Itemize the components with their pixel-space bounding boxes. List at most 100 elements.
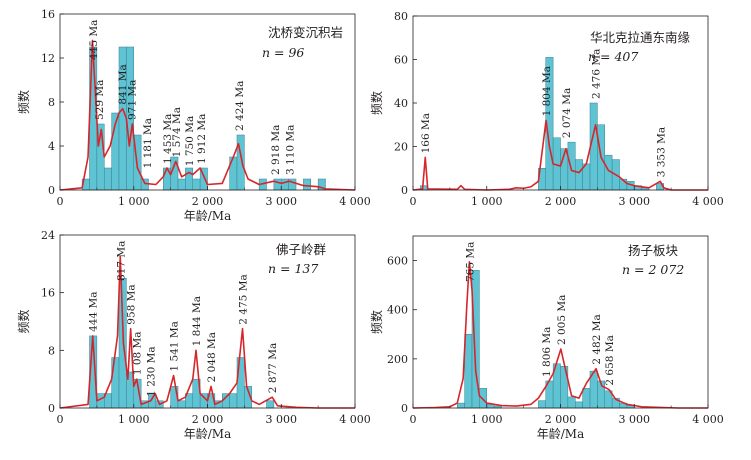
y-tick-label: 400 (387, 304, 408, 317)
y-axis-title: 频数 (16, 309, 31, 333)
histogram-bar (575, 401, 583, 409)
y-axis-title: 频数 (369, 91, 384, 115)
histogram-bar (177, 400, 186, 409)
y-tick-label: 16 (41, 287, 55, 300)
y-tick-label: 8 (48, 344, 55, 357)
sample-count: n = 407 (588, 49, 638, 64)
y-axis-title: 频数 (16, 90, 31, 114)
sample-count: n = 96 (262, 45, 304, 60)
y-tick-label: 24 (41, 229, 55, 242)
peak-age-label: 444 Ma (88, 292, 100, 332)
y-tick-label: 200 (387, 353, 408, 366)
panel-title: 扬子板块 (628, 243, 679, 258)
histogram-bar (140, 178, 149, 191)
peak-age-label: 2 658 Ma (604, 335, 616, 385)
y-tick-label: 60 (394, 54, 408, 67)
peak-age-label: 817 Ma (115, 241, 127, 281)
x-tick-label: 4 000 (692, 195, 724, 208)
y-tick-label: 4 (48, 140, 55, 153)
x-tick-label: 3 000 (266, 195, 298, 208)
peak-age-label: 2 918 Ma (270, 125, 282, 175)
y-tick-label: 0 (401, 402, 408, 415)
panel-2: 0 1 000 2 000 3 000 4 000 0 20 40 60 80 频数 华北克拉通东南缘… (369, 10, 724, 208)
panel-title: 沈桥变沉积岩 (268, 25, 343, 40)
peak-age-label: 2 005 Ma (556, 295, 568, 345)
panel-3: 0 1 000 2 000 3 000 4 000 0 8 16 24 年龄/Ma 频数 佛子岭群 n … (16, 229, 371, 441)
histogram-bar (177, 178, 186, 191)
y-axis-title: 频数 (369, 310, 384, 334)
x-tick-label: 4 000 (339, 195, 371, 208)
x-tick-label: 3 000 (619, 195, 651, 208)
histogram-bar (273, 178, 282, 191)
density-curve (59, 255, 355, 409)
peak-age-label: 1 806 Ma (541, 327, 553, 377)
panel-4: 0 1 000 2 000 3 000 4 000 0 200 400 600 年龄/Ma 频数 扬子… (369, 235, 724, 441)
peak-age-label: 2 424 Ma (234, 81, 246, 131)
y-tick-label: 600 (387, 255, 408, 268)
peak-age-label: 1 230 Ma (146, 346, 158, 396)
y-tick-label: 40 (394, 97, 408, 110)
peak-age-label: 1 574 Ma (171, 107, 183, 157)
peak-age-label: 841 Ma (117, 64, 129, 104)
peak-age-label: 2 482 Ma (591, 314, 603, 364)
density-curve (59, 39, 356, 191)
histogram-bar (479, 388, 488, 409)
peak-age-label: 971 Ma (127, 80, 139, 120)
histogram-bar (229, 393, 238, 409)
x-tick-label: 0 (57, 413, 64, 426)
histogram (81, 46, 326, 191)
histogram-bar (464, 334, 473, 409)
peak-age-label: 2 877 Ma (267, 343, 279, 393)
histogram-bar (192, 178, 201, 191)
peak-age-label: 445 Ma (88, 20, 100, 60)
peak-age-label: 1 453 Ma (162, 114, 174, 164)
y-tick-label: 16 (41, 8, 55, 21)
density-curve (412, 261, 708, 409)
x-tick-label: 1 000 (118, 413, 150, 426)
histogram-bar (538, 400, 547, 409)
x-tick-label: 0 (410, 195, 417, 208)
peak-age-label: 1 08 Ma (132, 331, 144, 375)
density-curve (412, 119, 708, 191)
peak-age-label: 529 Ma (94, 80, 106, 120)
x-tick-label: 2 000 (192, 195, 224, 208)
histogram-bar (457, 402, 465, 409)
peak-age-label: 765 Ma (464, 242, 476, 282)
histogram-bar (567, 141, 576, 191)
peak-age-label: 1 844 Ma (191, 296, 203, 346)
histogram-bar (281, 178, 289, 191)
peak-age-label: 1 912 Ma (196, 114, 208, 164)
histogram-bar (567, 396, 576, 409)
x-tick-label: 4 000 (692, 413, 724, 426)
histogram-bar (185, 167, 194, 191)
peak-age-label: 3 110 Ma (284, 125, 296, 175)
x-axis-title: 年龄/Ma (537, 427, 585, 441)
histogram-bar (111, 357, 120, 409)
peak-age-label: 958 Ma (126, 284, 138, 324)
y-tick-label: 0 (48, 184, 55, 197)
y-tick-label: 80 (394, 10, 408, 23)
histogram-bar (266, 400, 275, 409)
x-axis-title: 年龄/Ma (184, 209, 232, 223)
x-tick-label: 2 000 (545, 413, 577, 426)
x-tick-label: 1 000 (471, 413, 503, 426)
panel-title: 佛子岭群 (276, 242, 327, 257)
panel-title: 华北克拉通东南缘 (590, 30, 691, 45)
peak-age-label: 2 048 Ma (206, 332, 218, 382)
histogram-bar (575, 159, 583, 191)
x-tick-label: 0 (410, 413, 417, 426)
x-tick-label: 2 000 (192, 413, 224, 426)
peak-age-label: 2 475 Ma (238, 274, 250, 324)
y-tick-label: 0 (48, 402, 55, 415)
x-tick-label: 2 000 (545, 195, 577, 208)
histogram-bar (104, 167, 112, 191)
y-tick-label: 8 (48, 96, 55, 109)
x-tick-label: 3 000 (619, 413, 651, 426)
x-tick-label: 3 000 (266, 413, 298, 426)
histogram-bar (582, 388, 591, 409)
panel-1: 0 1 000 2 000 3 000 4 000 0 4 8 12 16 年龄/Ma 频数 沈桥变沉积… (16, 8, 371, 223)
histogram-bar (303, 178, 312, 191)
x-tick-label: 4 000 (339, 413, 371, 426)
x-tick-label: 0 (57, 195, 64, 208)
